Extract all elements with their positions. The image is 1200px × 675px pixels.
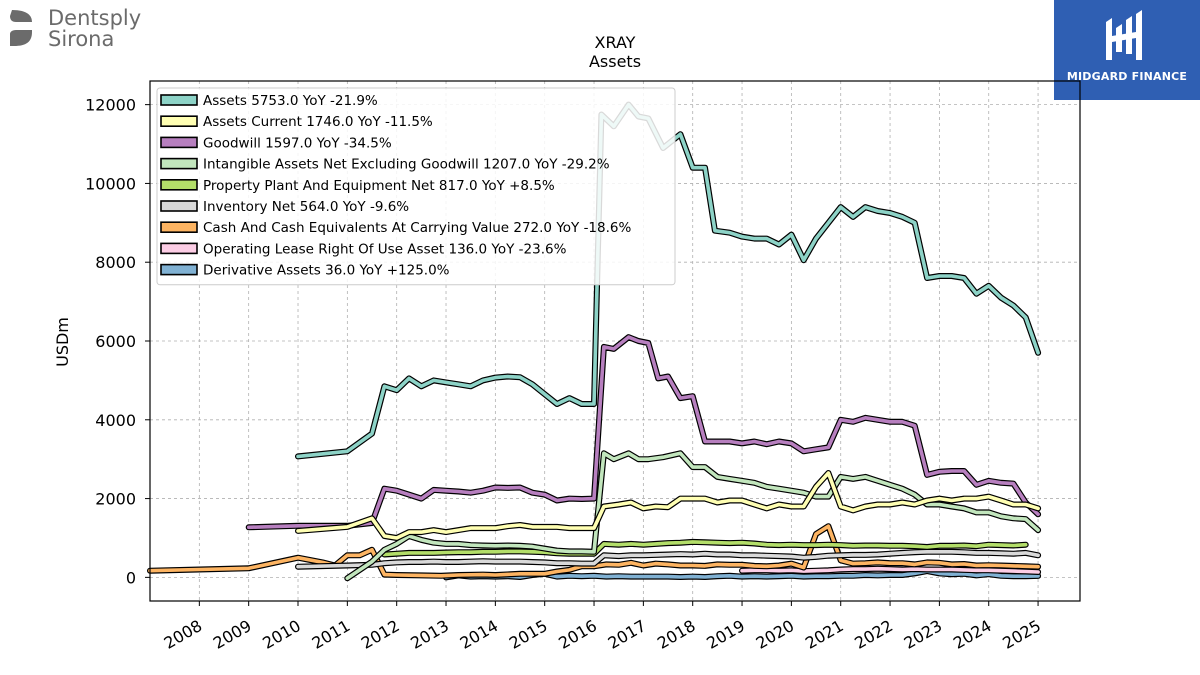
legend-swatch (160, 200, 198, 212)
legend-swatch (160, 221, 198, 233)
x-tick-label: 2011 (309, 616, 354, 653)
y-tick-label: 4000 (95, 411, 136, 430)
legend-swatch (160, 242, 198, 255)
logo-line-2: Sirona (48, 27, 114, 50)
midgard-mark-icon (1106, 10, 1142, 60)
x-tick-label: 2009 (210, 616, 255, 653)
x-tick-label: 2017 (605, 616, 650, 653)
chart-subtitle: Assets (589, 52, 641, 71)
legend-label: Goodwill 1597.0 YoY -34.5% (203, 135, 392, 151)
y-tick-label: 2000 (95, 490, 136, 509)
legend-swatch (160, 157, 198, 170)
y-tick-label: 10000 (85, 174, 136, 193)
x-tick-label: 2021 (802, 616, 847, 653)
series-line (295, 548, 1042, 570)
legend-box (156, 87, 676, 286)
x-tick-label: 2010 (259, 616, 304, 653)
series-line (147, 523, 1042, 579)
legend-swatch (160, 179, 198, 191)
legend-label: Derivative Assets 36.0 YoY +125.0% (203, 263, 450, 279)
x-tick-label: 2016 (555, 616, 600, 653)
x-tick-label: 2022 (851, 616, 896, 653)
legend-label: Assets 5753.0 YoY -21.9% (203, 93, 378, 109)
series-line (245, 334, 1042, 531)
legend-swatch (160, 94, 198, 106)
legend-label: Operating Lease Right Of Use Asset 136.0… (203, 241, 567, 257)
y-tick-label: 12000 (85, 96, 136, 115)
series-line (381, 538, 1029, 558)
logo-line-1: Dentsply (48, 6, 141, 30)
series-stroke (246, 335, 1040, 530)
y-tick-label: 8000 (95, 253, 136, 272)
x-tick-label: 2015 (506, 616, 551, 653)
x-tick-label: 2013 (407, 616, 452, 653)
legend-swatch (160, 115, 198, 127)
legend-label: Assets Current 1746.0 YoY -11.5% (203, 114, 433, 130)
x-tick-label: 2018 (654, 616, 699, 653)
legend-label: Intangible Assets Net Excluding Goodwill… (203, 157, 610, 173)
legend-label: Cash And Cash Equivalents At Carrying Va… (203, 220, 631, 236)
dentsply-mark-icon (10, 10, 32, 46)
y-tick-label: 0 (126, 568, 136, 587)
dentsply-sirona-logo: Dentsply Sirona (8, 6, 168, 51)
x-tick-label: 2019 (703, 616, 748, 653)
series-stroke (740, 566, 1040, 574)
y-axis-label: USDm (53, 317, 72, 367)
midgard-finance-logo: MIDGARD FINANCE (1054, 0, 1200, 100)
legend-label: Inventory Net 564.0 YoY -9.6% (203, 199, 409, 215)
x-tick-label: 2020 (753, 616, 798, 653)
series-stroke (296, 102, 1040, 459)
x-tick-label: 2014 (457, 616, 502, 653)
midgard-finance-text: MIDGARD FINANCE (1066, 70, 1188, 83)
series-line (295, 470, 1042, 541)
series-line (295, 101, 1042, 460)
x-tick-label: 2025 (999, 616, 1044, 653)
x-tick-label: 2024 (950, 616, 995, 653)
x-tick-label: 2023 (901, 616, 946, 653)
series-stroke (148, 524, 1040, 578)
chart-title: XRAY (595, 33, 636, 52)
series-line (739, 565, 1042, 575)
series-stroke (382, 540, 1028, 557)
series-group (147, 101, 1042, 582)
legend-swatch (160, 136, 198, 149)
legend-swatch (160, 263, 198, 276)
legend: Assets 5753.0 YoY -21.9% Assets Current 1… (156, 87, 676, 286)
series-stroke (296, 550, 1040, 569)
x-tick-label: 2012 (358, 616, 403, 653)
series-stroke (296, 471, 1040, 540)
x-tick-label: 2008 (161, 616, 206, 653)
legend-label: Property Plant And Equipment Net 817.0 Y… (203, 178, 555, 194)
y-tick-label: 6000 (95, 332, 136, 351)
